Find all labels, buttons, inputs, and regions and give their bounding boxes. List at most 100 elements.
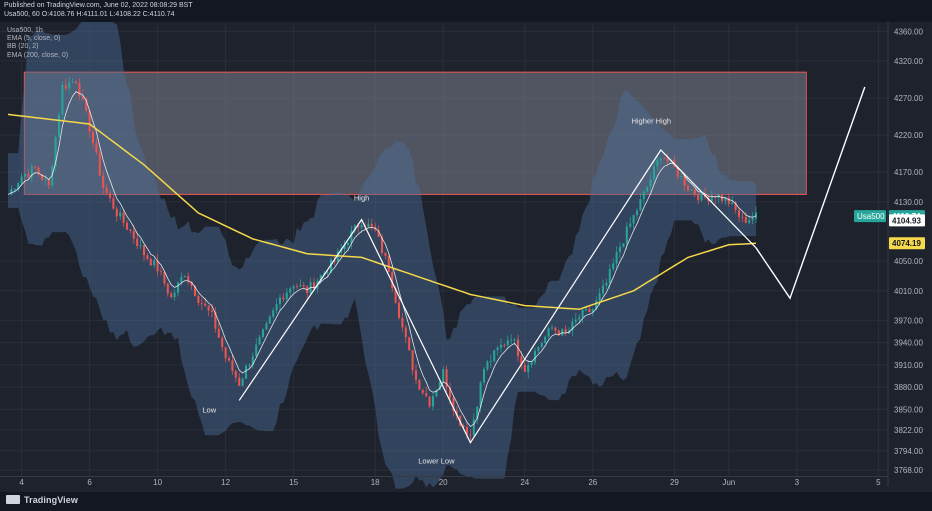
candle-body <box>30 166 33 177</box>
pattern-label: High <box>354 193 369 202</box>
candle-body <box>561 329 564 336</box>
price-chart[interactable]: Low High Lower Low Higher High 4360.00 4320.… <box>0 22 932 492</box>
candle-body <box>112 198 115 209</box>
candle-body <box>425 393 428 397</box>
symbol-tag-label: Usa500 <box>857 212 885 221</box>
published-info: Published on TradingView.com, June 02, 2… <box>4 2 193 9</box>
candle-body <box>550 327 554 329</box>
symbol-tag <box>854 210 886 223</box>
candle-body <box>435 389 438 396</box>
y-tick-label: 3910.00 <box>894 361 923 370</box>
candle-body <box>170 293 173 298</box>
pattern-label: Low <box>202 405 216 414</box>
y-tick-label: 3850.00 <box>894 405 923 414</box>
candle-body <box>496 347 499 351</box>
pattern-label: Lower Low <box>418 457 455 466</box>
x-tick-label: 20 <box>439 478 448 487</box>
candle-body <box>193 285 197 296</box>
candle-body <box>350 231 353 243</box>
candle-body <box>465 426 469 435</box>
x-tick-label: 3 <box>795 478 800 487</box>
candle-body <box>85 99 88 111</box>
candle-body <box>404 327 407 338</box>
x-tick-label: 12 <box>221 478 230 487</box>
tradingview-logo[interactable]: TradingView <box>6 495 78 505</box>
candle-body <box>414 370 418 380</box>
legend-bollinger[interactable]: BB (20, 2) <box>7 43 39 50</box>
candle-body <box>666 158 669 162</box>
candle-body <box>751 218 754 221</box>
candle-body <box>108 192 112 199</box>
candle-body <box>173 292 176 298</box>
candle-body <box>57 114 61 138</box>
y-tick-label: 4130.00 <box>894 198 923 207</box>
candle-body <box>265 323 268 330</box>
candle-body <box>88 110 91 132</box>
candle-body <box>503 344 506 346</box>
candle-body <box>197 295 200 303</box>
candle-body <box>547 328 550 337</box>
candle-body <box>632 215 635 224</box>
legend-ema5[interactable]: EMA (5, close, 0) <box>7 35 61 42</box>
candle-body <box>537 346 540 351</box>
candle-body <box>635 210 639 216</box>
candle-body <box>486 361 489 370</box>
candle-body <box>554 327 557 331</box>
candle-body <box>360 225 363 228</box>
candle-body <box>595 300 598 310</box>
candle-body <box>261 329 265 338</box>
candle-body <box>244 366 248 379</box>
candle-body <box>234 370 237 378</box>
candle-body <box>23 173 27 177</box>
candle-body <box>204 303 207 306</box>
candle-body <box>78 82 81 97</box>
candle-body <box>418 379 421 390</box>
candle-body <box>455 410 458 416</box>
candle-body <box>98 152 101 176</box>
x-tick-label: 18 <box>371 478 380 487</box>
candle-body <box>217 328 220 338</box>
candle-body <box>370 223 373 227</box>
candle-body <box>255 344 258 357</box>
tradingview-logo-icon <box>6 495 20 504</box>
candle-body <box>343 244 346 250</box>
y-tick-label: 3768.00 <box>894 466 923 475</box>
candle-body <box>20 176 23 184</box>
candle-body <box>680 175 683 177</box>
candle-body <box>241 378 244 386</box>
candle-body <box>153 260 156 266</box>
candle-body <box>190 281 193 286</box>
zigzag-line <box>238 149 757 444</box>
y-tick-label: 4270.00 <box>894 94 923 103</box>
candle-body <box>700 193 703 201</box>
candle-body <box>520 356 523 365</box>
candle-body <box>156 260 159 272</box>
candle-body <box>724 197 727 201</box>
candle-body <box>697 194 700 201</box>
candle-body <box>527 365 530 372</box>
candle-body <box>71 81 74 83</box>
candle-body <box>588 308 591 313</box>
candle-body <box>442 369 445 382</box>
pattern-label: Higher High <box>631 116 671 125</box>
candle-body <box>251 356 254 365</box>
candle-body <box>149 258 152 266</box>
candle-body <box>329 259 333 273</box>
candle-body <box>686 185 690 191</box>
candle-body <box>51 166 54 186</box>
candle-body <box>44 179 47 181</box>
legend-symbol[interactable]: Usa500, 1h <box>7 27 43 34</box>
legend-ema200[interactable]: EMA (200, close, 0) <box>7 52 69 59</box>
ema5-line <box>7 91 757 428</box>
candle-body <box>285 292 288 300</box>
candle-body <box>231 360 234 371</box>
candle-body <box>68 82 71 89</box>
candle-body <box>295 286 299 288</box>
candle-body <box>159 271 163 273</box>
tradingview-logo-text: TradingView <box>24 495 78 505</box>
candle-body <box>744 216 747 223</box>
x-tick-label: 4 <box>19 478 24 487</box>
candle-body <box>142 245 146 256</box>
candle-body <box>163 271 166 284</box>
zigzag-pattern <box>238 86 866 444</box>
